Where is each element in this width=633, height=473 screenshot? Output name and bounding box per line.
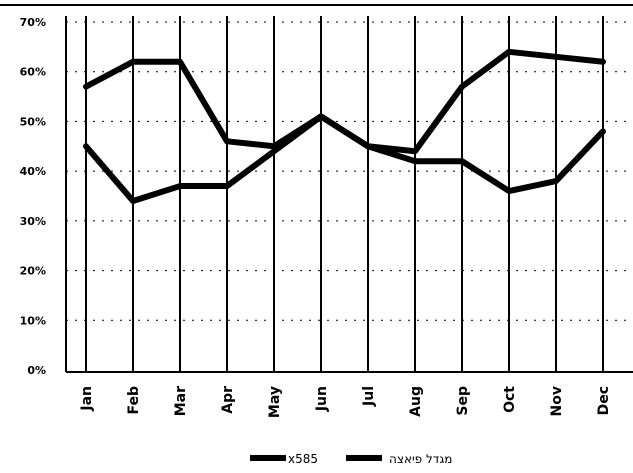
legend-label: x585	[288, 452, 318, 466]
x-tick-label: Sep	[455, 386, 471, 416]
y-tick-label: 20%	[20, 265, 46, 278]
data-point	[132, 60, 134, 63]
data-point	[414, 150, 416, 153]
y-tick-label: 70%	[20, 16, 46, 29]
data-point	[555, 180, 557, 183]
y-tick-label: 30%	[20, 215, 46, 228]
data-point	[226, 185, 228, 188]
data-point	[226, 140, 228, 143]
x-tick-label: Apr	[220, 386, 236, 414]
series-lines	[83, 48, 606, 204]
legend-label: מגדל פיאצה	[389, 452, 452, 466]
y-tick-label: 10%	[20, 314, 46, 327]
data-point	[602, 130, 604, 133]
data-point	[602, 60, 604, 63]
data-point	[320, 115, 322, 118]
x-tick-label: Jul	[361, 386, 377, 407]
y-tick-label: 0%	[27, 364, 46, 377]
x-tick-label: Aug	[408, 386, 424, 417]
data-point	[273, 145, 275, 148]
x-tick-label: Jun	[314, 386, 330, 412]
y-tick-labels: 0% 10% 20% 30% 40% 50% 60% 70%	[20, 16, 46, 377]
data-point	[85, 145, 87, 148]
x-tick-label: Dec	[596, 386, 612, 415]
y-tick-label: 40%	[20, 165, 46, 178]
y-tick-label: 60%	[20, 66, 46, 79]
data-point	[132, 199, 134, 202]
data-point	[179, 60, 181, 63]
legend-swatch	[250, 455, 286, 461]
x-tick-label: Mar	[173, 386, 189, 416]
grid-layer	[0, 4, 633, 373]
x-tick-label: Nov	[549, 386, 565, 416]
data-point	[555, 55, 557, 58]
x-tick-label: Jan	[79, 386, 95, 412]
data-point	[508, 50, 510, 53]
data-point	[461, 85, 463, 88]
y-tick-label: 50%	[20, 115, 46, 128]
x-tick-label: Oct	[502, 386, 518, 413]
x-tick-label: Feb	[126, 386, 142, 415]
legend: x585 מגדל פיאצה	[250, 452, 452, 466]
legend-swatch	[346, 455, 382, 461]
x-tick-labels: Jan Feb Mar Apr May Jun Jul Aug Sep Oct Nov Dec	[79, 386, 612, 418]
data-point	[85, 85, 87, 88]
data-point	[273, 150, 275, 153]
data-point	[414, 160, 416, 163]
data-point	[179, 185, 181, 188]
x-tick-label: May	[267, 386, 283, 418]
data-point	[461, 160, 463, 163]
series-line-2	[83, 48, 606, 155]
data-point	[508, 190, 510, 193]
data-point	[367, 145, 369, 148]
